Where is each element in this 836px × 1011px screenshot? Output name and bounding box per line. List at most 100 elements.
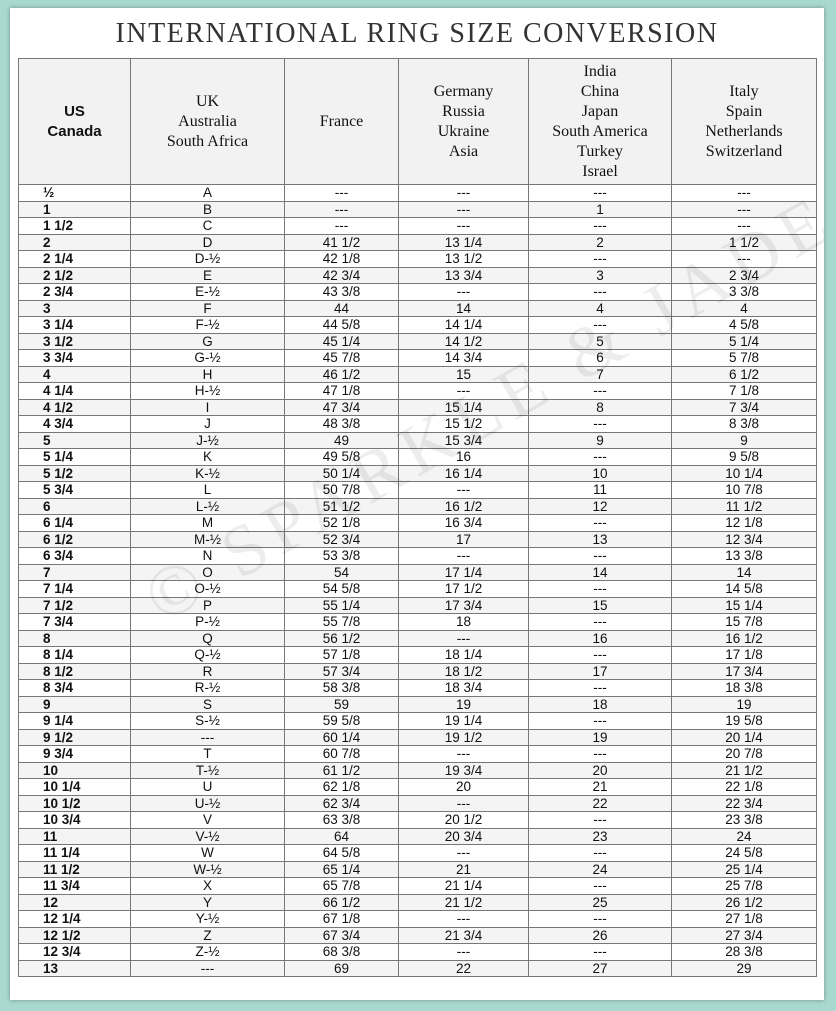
table-cell: 8	[528, 398, 672, 416]
table-cell: ---	[398, 200, 529, 218]
table-cell: 7 1/8	[671, 382, 817, 400]
table-cell: 6 1/2	[18, 530, 131, 548]
table-cell: 47 1/8	[284, 382, 399, 400]
table-row: 10 T-½ 61 1/2 19 3/4 20 21 1/2	[18, 761, 817, 779]
table-cell: S	[130, 695, 285, 713]
table-row: 2 1/4 D-½ 42 1/8 13 1/2 --- ---	[18, 250, 817, 268]
header-line: Netherlands	[705, 122, 783, 140]
table-cell: ---	[284, 184, 399, 202]
table-cell: 11	[18, 827, 131, 845]
table-cell: 4 1/4	[18, 382, 131, 400]
table-cell: 7 1/4	[18, 580, 131, 598]
table-cell: ---	[398, 745, 529, 763]
table-cell: 7 3/4	[18, 613, 131, 631]
table-cell: ---	[671, 217, 817, 235]
table-cell: X	[130, 877, 285, 895]
header-line: Italy	[729, 82, 759, 100]
table-cell: 27 3/4	[671, 926, 817, 944]
table-cell: 43 3/8	[284, 283, 399, 301]
table-cell: 58 3/8	[284, 679, 399, 697]
table-cell: ---	[528, 943, 672, 961]
table-cell: A	[130, 184, 285, 202]
table-cell: ---	[528, 679, 672, 697]
table-cell: 22	[528, 794, 672, 812]
table-row: 4 1/4 H-½ 47 1/8 --- --- 7 1/8	[18, 382, 817, 400]
table-cell: 57 3/4	[284, 662, 399, 680]
table-cell: F-½	[130, 316, 285, 334]
table-cell: 3 3/8	[671, 283, 817, 301]
table-row: 11 1/2 W-½ 65 1/4 21 24 25 1/4	[18, 860, 817, 878]
table-cell: 22	[398, 959, 529, 977]
table-cell: ---	[398, 184, 529, 202]
table-cell: L-½	[130, 497, 285, 515]
table-cell: 20 3/4	[398, 827, 529, 845]
header-line: Australia	[178, 112, 237, 130]
table-cell: 21 3/4	[398, 926, 529, 944]
table-cell: 10 1/2	[18, 794, 131, 812]
table-cell: ---	[528, 580, 672, 598]
table-cell: 10 3/4	[18, 811, 131, 829]
table-cell: 14	[671, 563, 817, 581]
table-cell: 7 3/4	[671, 398, 817, 416]
table-cell: ---	[528, 448, 672, 466]
header-line: South America	[552, 122, 648, 140]
table-cell: 3	[18, 299, 131, 317]
table-cell: ---	[398, 794, 529, 812]
header-line: China	[580, 82, 620, 100]
table-cell: 49 5/8	[284, 448, 399, 466]
table-cell: 18	[528, 695, 672, 713]
table-cell: 1	[18, 200, 131, 218]
table-cell: ---	[528, 745, 672, 763]
table-cell: 12	[528, 497, 672, 515]
table-cell: 19 3/4	[398, 761, 529, 779]
table-cell: ---	[398, 629, 529, 647]
table-cell: 11 3/4	[18, 877, 131, 895]
table-cell: ---	[130, 728, 285, 746]
table-cell: 16 1/2	[398, 497, 529, 515]
table-cell: S-½	[130, 712, 285, 730]
table-cell: 19	[671, 695, 817, 713]
table-cell: 15 1/4	[398, 398, 529, 416]
table-cell: M-½	[130, 530, 285, 548]
table-cell: 53 3/8	[284, 547, 399, 565]
table-cell: 19 5/8	[671, 712, 817, 730]
table-row: 7 1/4 O-½ 54 5/8 17 1/2 --- 14 5/8	[18, 580, 817, 598]
table-cell: 16 1/2	[671, 629, 817, 647]
header-line: Israel	[582, 162, 618, 180]
table-cell: 8	[18, 629, 131, 647]
table-cell: D	[130, 233, 285, 251]
table-cell: E	[130, 266, 285, 284]
header-line: Turkey	[577, 142, 623, 160]
table-cell: 2 1/4	[18, 250, 131, 268]
table-cell: 65 1/4	[284, 860, 399, 878]
table-cell: ---	[528, 877, 672, 895]
table-cell: Y-½	[130, 910, 285, 928]
table-cell: 62 1/8	[284, 778, 399, 796]
table-cell: 26	[528, 926, 672, 944]
table-cell: 54 5/8	[284, 580, 399, 598]
table-cell: J-½	[130, 431, 285, 449]
table-cell: 15	[528, 596, 672, 614]
table-cell: 46 1/2	[284, 365, 399, 383]
table-cell: 13 3/8	[671, 547, 817, 565]
table-cell: 16 3/4	[398, 514, 529, 532]
header-line: South Africa	[166, 132, 249, 150]
table-cell: ---	[671, 200, 817, 218]
table-cell: 20 1/4	[671, 728, 817, 746]
table-cell: 25	[528, 893, 672, 911]
table-cell: 24	[528, 860, 672, 878]
header-line: Switzerland	[705, 142, 783, 160]
table-cell: 16	[528, 629, 672, 647]
table-cell: 7	[528, 365, 672, 383]
table-cell: 17 3/4	[671, 662, 817, 680]
header-line: US	[64, 102, 85, 120]
table-cell: 15 1/4	[671, 596, 817, 614]
title: INTERNATIONAL RING SIZE CONVERSION	[115, 18, 719, 49]
table-cell: 7	[18, 563, 131, 581]
table-cell: P-½	[130, 613, 285, 631]
table-cell: 3 1/4	[18, 316, 131, 334]
table-cell: 50 1/4	[284, 464, 399, 482]
table-row: 2 3/4 E-½ 43 3/8 --- --- 3 3/8	[18, 283, 817, 301]
table-cell: W-½	[130, 860, 285, 878]
